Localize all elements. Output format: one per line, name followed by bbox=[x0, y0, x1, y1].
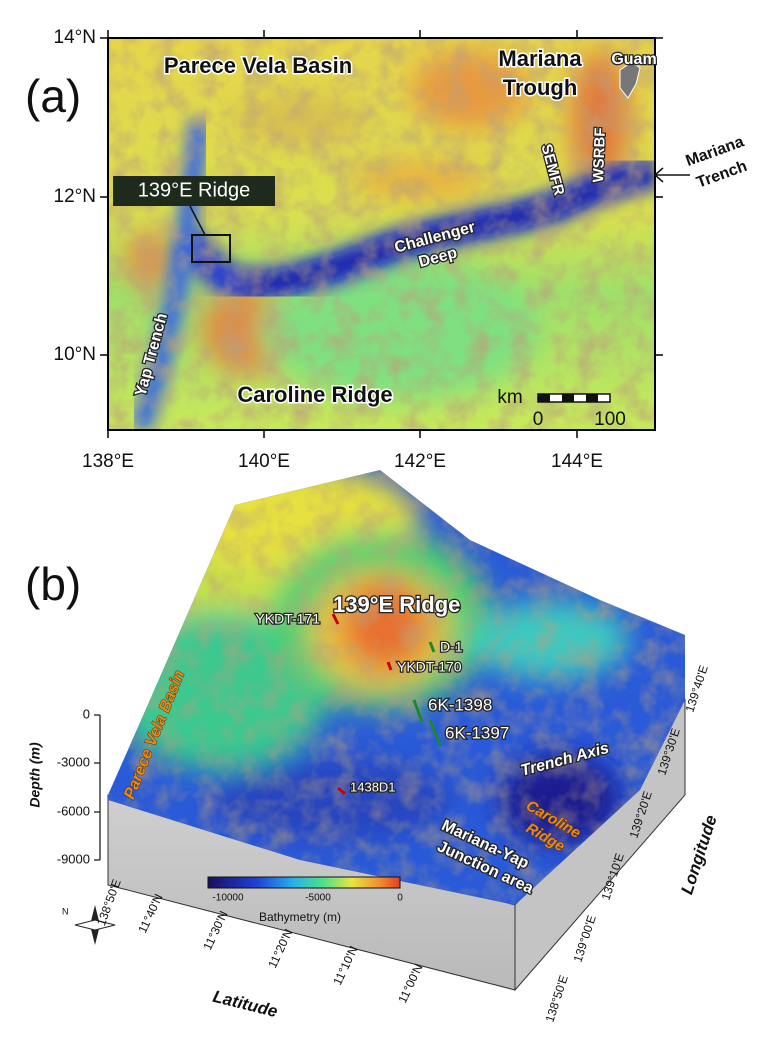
lon-tick: 144°E bbox=[551, 451, 603, 472]
panel-label: (b) bbox=[25, 558, 81, 610]
place-label: Parece Vela Basin bbox=[164, 53, 352, 78]
lat-tick: 11°30'N bbox=[200, 909, 230, 953]
colorbar-title: Bathymetry (m) bbox=[259, 910, 341, 924]
depth-axis bbox=[94, 714, 101, 861]
place-label: 139°E Ridge bbox=[333, 592, 460, 617]
latitude-title: Latitude bbox=[211, 987, 280, 1021]
lat-tick: 11°10'N bbox=[330, 944, 360, 988]
lon-tick: 138°E bbox=[82, 451, 134, 472]
lat-tick: 12°N bbox=[54, 186, 96, 207]
scale-tick: 0 bbox=[533, 409, 544, 430]
site-label: D-1 bbox=[440, 639, 463, 655]
trench-arrow bbox=[653, 167, 690, 183]
place-label: Mariana bbox=[498, 46, 582, 71]
place-label: Caroline Ridge bbox=[237, 382, 392, 407]
callout-line bbox=[189, 205, 206, 236]
scale-bar bbox=[537, 393, 611, 403]
place-label: Guam bbox=[611, 51, 656, 68]
depth-tick: -6000 bbox=[57, 803, 90, 818]
site-label: 6K-1397 bbox=[445, 723, 509, 742]
guam-island bbox=[619, 61, 641, 99]
lat-tick: 14°N bbox=[54, 27, 96, 48]
map-frame bbox=[107, 37, 656, 431]
depth-tick: 0 bbox=[83, 706, 90, 721]
place-label: 139°E Ridge bbox=[138, 179, 251, 201]
panel-label: (a) bbox=[25, 70, 81, 122]
colorbar bbox=[207, 876, 401, 889]
depth-tick: -9000 bbox=[57, 851, 90, 866]
lat-tick: 10°N bbox=[54, 344, 96, 365]
colorbar-tick: 0 bbox=[397, 893, 403, 904]
lon-tick: 139°40'E bbox=[683, 663, 711, 713]
compass bbox=[74, 905, 116, 945]
north-label: N bbox=[62, 906, 69, 916]
colorbar-tick: -5000 bbox=[305, 893, 331, 904]
site-label: YKDT-171 bbox=[255, 611, 320, 627]
lat-tick: 11°40'N bbox=[135, 892, 165, 936]
scale-tick: 100 bbox=[594, 409, 626, 430]
site-label: 1438D1 bbox=[350, 779, 396, 794]
depth-title: Depth (m) bbox=[27, 742, 43, 808]
site-markers bbox=[331, 613, 442, 796]
place-label: Trough bbox=[503, 75, 578, 100]
corner-tick: 138°50'E bbox=[94, 877, 124, 927]
scale-unit: km bbox=[497, 387, 522, 408]
colorbar-tick: -10000 bbox=[212, 893, 244, 904]
lat-tick: 11°20'N bbox=[265, 927, 295, 971]
study-area-box bbox=[191, 234, 231, 263]
site-label: 6K-1398 bbox=[428, 695, 492, 714]
lon-tick: 142°E bbox=[394, 451, 446, 472]
place-label: WSRBF bbox=[590, 127, 609, 183]
callout-box bbox=[113, 176, 275, 206]
depth-tick: -3000 bbox=[57, 754, 90, 769]
longitude-title: Longitude bbox=[677, 813, 720, 897]
lon-tick: 138°50'E bbox=[543, 973, 571, 1023]
lat-tick: 11°00'N bbox=[395, 962, 425, 1006]
map-ticks bbox=[100, 30, 663, 438]
site-label: YKDT-170 bbox=[397, 659, 462, 675]
lon-tick: 140°E bbox=[238, 451, 290, 472]
